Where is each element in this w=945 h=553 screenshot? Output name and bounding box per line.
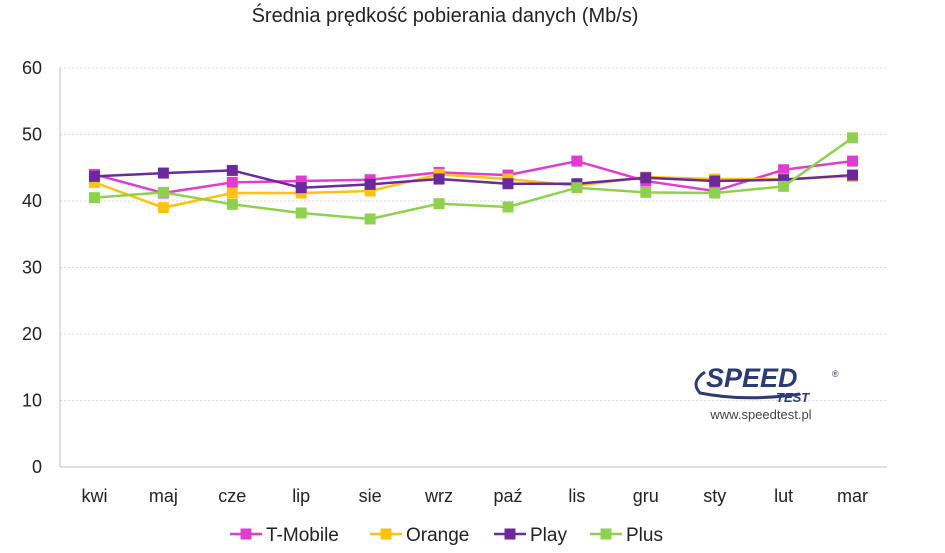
- y-axis: 0 10 20 30 40 50 60: [22, 58, 61, 477]
- grid-lines: [60, 67, 887, 401]
- data-point-play: [157, 167, 169, 179]
- series-line-orange: [94, 173, 853, 209]
- data-point-t-mobile: [571, 155, 583, 167]
- x-tick-label: gru: [633, 486, 659, 506]
- x-tick-label: sty: [703, 486, 726, 506]
- x-tick-label: cze: [218, 486, 246, 506]
- y-tick-label: 40: [22, 191, 42, 211]
- legend-item-t-mobile: T-Mobile: [230, 525, 339, 546]
- x-tick-label: sie: [359, 486, 382, 506]
- x-tick-label: kwi: [81, 486, 107, 506]
- data-point-plus: [847, 132, 859, 144]
- x-tick-label: paź: [493, 486, 522, 506]
- x-tick-label: mar: [837, 486, 868, 506]
- legend-item-orange: Orange: [370, 525, 469, 546]
- legend: T-Mobile Orange Play Plus: [230, 525, 663, 546]
- data-point-play: [226, 164, 238, 176]
- data-point-plus: [295, 207, 307, 219]
- data-point-plus: [502, 201, 514, 213]
- legend-label: Play: [530, 525, 567, 546]
- data-point-plus: [640, 186, 652, 198]
- data-point-play: [433, 173, 445, 185]
- data-point-orange: [364, 185, 376, 197]
- series-line-play: [94, 169, 853, 189]
- y-tick-label: 50: [22, 125, 42, 145]
- y-tick-label: 60: [22, 58, 42, 78]
- logo-swoosh: [694, 370, 801, 400]
- data-point-plus: [226, 198, 238, 210]
- y-tick-label: 0: [32, 457, 42, 477]
- y-tick-label: 20: [22, 324, 42, 344]
- x-tick-label: wrz: [424, 486, 453, 506]
- data-point-plus: [433, 198, 445, 210]
- data-point-orange: [88, 176, 100, 188]
- data-point-t-mobile: [778, 164, 790, 176]
- x-axis: kwi maj cze lip sie wrz paź lis gru sty lut mar: [60, 466, 887, 506]
- data-point-play: [847, 169, 859, 181]
- logo-url: www.speedtest.pl: [709, 407, 811, 422]
- x-tick-label: lis: [568, 486, 585, 506]
- logo-name: SPEED: [706, 363, 798, 393]
- y-tick-label: 30: [22, 258, 42, 278]
- data-point-plus: [157, 186, 169, 198]
- legend-marker: [380, 528, 392, 540]
- data-point-orange: [157, 202, 169, 214]
- x-tick-label: lut: [774, 486, 793, 506]
- data-point-play: [364, 178, 376, 190]
- logo-sub: TEST: [776, 390, 810, 405]
- legend-item-play: Play: [494, 525, 567, 546]
- logo-registered-mark: ®: [832, 369, 839, 379]
- data-point-plus: [778, 180, 790, 192]
- legend-label: Orange: [406, 525, 469, 546]
- data-point-plus: [571, 182, 583, 194]
- x-tick-label: lip: [292, 486, 310, 506]
- data-point-orange: [226, 187, 238, 199]
- speedtest-logo: SPEED ® TEST www.speedtest.pl: [694, 363, 839, 422]
- data-point-play: [709, 175, 721, 187]
- data-point-play: [295, 182, 307, 194]
- data-point-plus: [88, 192, 100, 204]
- data-point-play: [88, 170, 100, 182]
- data-point-plus: [709, 187, 721, 199]
- legend-marker: [600, 528, 612, 540]
- y-tick-label: 10: [22, 391, 42, 411]
- legend-marker: [240, 528, 252, 540]
- data-point-t-mobile: [847, 155, 859, 167]
- series-line-t-mobile: [94, 159, 853, 195]
- x-tick-label: maj: [149, 486, 178, 506]
- legend-label: T-Mobile: [266, 525, 339, 546]
- data-point-play: [778, 174, 790, 186]
- series-plus: [88, 132, 859, 225]
- legend-label: Plus: [626, 525, 663, 546]
- data-point-play: [640, 172, 652, 184]
- data-point-play: [502, 178, 514, 190]
- data-point-t-mobile: [295, 175, 307, 187]
- series-line-plus: [94, 136, 854, 221]
- data-point-t-mobile: [226, 176, 238, 188]
- legend-marker: [504, 528, 516, 540]
- chart-title: Średnia prędkość pobierania danych (Mb/s…: [252, 3, 639, 27]
- series-group: [88, 132, 859, 225]
- legend-item-plus: Plus: [590, 525, 663, 546]
- data-point-plus: [364, 213, 376, 225]
